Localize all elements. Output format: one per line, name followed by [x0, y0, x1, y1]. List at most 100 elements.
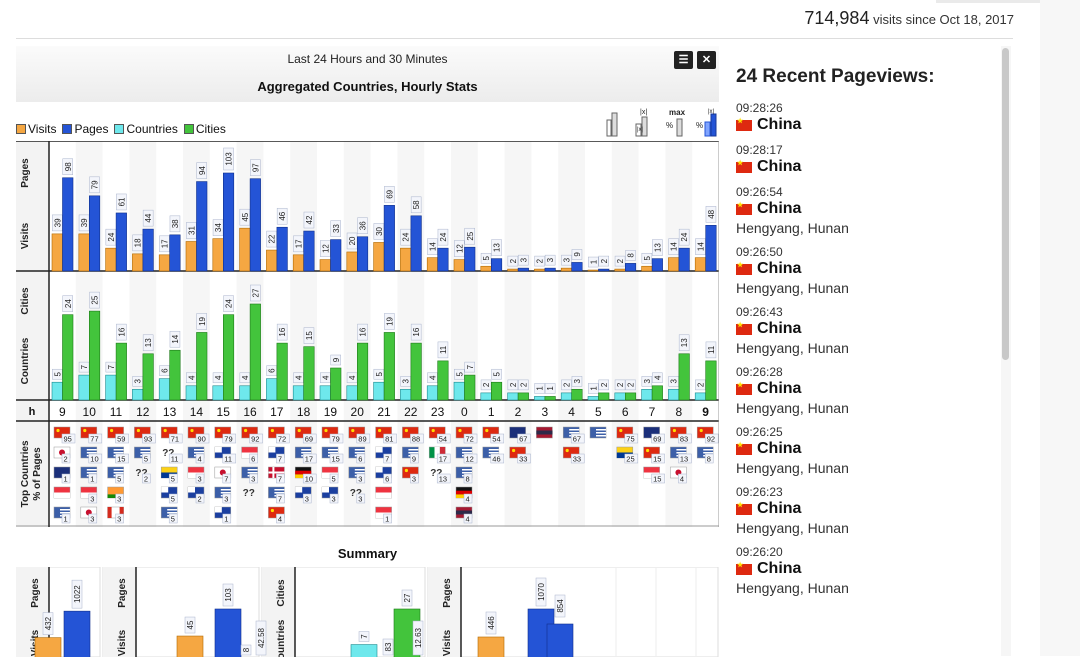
summary-bar-label-bg [358, 631, 370, 642]
countries-bar [266, 378, 278, 401]
menu-icon[interactable]: ☰ [674, 51, 693, 69]
countries-bar [426, 385, 439, 401]
close-icon[interactable]: ✕ [697, 51, 716, 69]
countries-bar-label-bg [534, 383, 545, 394]
summary-bar-label: 27 [403, 593, 412, 602]
cities-bar-label: 16 [412, 327, 421, 336]
pageview-item: 09:26:54China Hengyang, Hunan [736, 185, 996, 236]
pages-bar-label-bg [303, 211, 315, 229]
countries-bar-label: 4 [294, 375, 303, 380]
cities-bar-label: 19 [385, 316, 394, 325]
summary-label-bg [428, 567, 461, 657]
flag-stripe [596, 435, 606, 437]
pct-label: % [666, 121, 673, 130]
pct-scale-icon[interactable]: % |x| [696, 109, 717, 137]
cities-bar [651, 385, 663, 401]
flag-pct: 13 [680, 455, 688, 464]
flag-tw-icon: 2 [187, 486, 205, 504]
summary-extra-label: 854 [556, 599, 565, 613]
countries-bar [668, 389, 680, 401]
flag-pct: 79 [332, 435, 340, 444]
recent-pageviews: 24 Recent Pageviews: 09:28:26China09:28:… [736, 66, 996, 605]
pageview-country: China [736, 200, 996, 218]
flag-pct-bg [168, 513, 178, 524]
visits-bar-label-bg [507, 255, 519, 267]
flag-au-icon: 67 [509, 426, 531, 444]
legend-item[interactable]: Countries [114, 122, 178, 136]
flag-stripe [456, 510, 472, 515]
flag-pct: 4 [680, 475, 684, 484]
flag-pct-bg [490, 433, 505, 444]
flag-pct-bg [490, 453, 505, 464]
china-flag-icon [736, 321, 752, 335]
cities-bar [490, 381, 503, 401]
cities-bar-label: 11 [439, 345, 448, 354]
countries-bar [614, 392, 626, 401]
flag-stripe [247, 472, 258, 474]
flag-dk-icon: 7 [268, 466, 285, 484]
pageview-country-name: China [757, 158, 802, 175]
flag-pct: 1 [385, 515, 389, 524]
flag-us-icon: 1 [80, 466, 98, 484]
flag-stripe [488, 449, 499, 451]
pages-bar-label-bg [357, 217, 368, 234]
flag-stripe [676, 452, 687, 454]
china-flag-icon [736, 561, 752, 575]
flag-pct: 15 [653, 475, 661, 484]
visits-bar [668, 257, 680, 272]
pageview-location: Hengyang, Hunan [736, 400, 849, 416]
flag-us-icon: 15 [321, 446, 344, 464]
pageview-time: 09:26:20 [736, 545, 783, 559]
cities-bar-label-bg [250, 284, 261, 302]
visits-bar-label: 39 [53, 218, 62, 227]
max-scale-icon[interactable]: max % [666, 108, 686, 137]
abs-scale-icon[interactable]: |x| |x| [635, 109, 648, 137]
bar-mode-icon[interactable] [606, 112, 618, 137]
legend-swatch [16, 124, 26, 134]
flag-canton [161, 487, 169, 493]
pageview-country-name: China [757, 116, 802, 133]
scrollbar-thumb[interactable] [1002, 48, 1009, 360]
flag-pct: 33 [519, 455, 527, 464]
flag-star [485, 428, 489, 433]
flag-pct: 17 [439, 455, 447, 464]
pages-bar [624, 263, 637, 272]
top-countries-sublabel: % of Pages [32, 447, 43, 501]
scrollbar[interactable] [1001, 46, 1011, 656]
cities-bar-label: 14 [171, 334, 180, 343]
visits-bar-label: 2 [536, 258, 545, 263]
pages-bar-label-bg [89, 176, 100, 194]
legend-item[interactable]: Cities [183, 122, 226, 136]
flag-star [163, 428, 167, 433]
cities-bar [276, 342, 288, 401]
flag-star [297, 428, 301, 433]
pages-bar-label-bg [571, 249, 583, 260]
flag-pct-bg [410, 453, 419, 464]
flag-pct-bg [356, 493, 366, 504]
visits-bar-label: 24 [107, 232, 116, 241]
flag-stripe [439, 447, 446, 458]
hour-tick-label: 8 [675, 405, 682, 419]
countries-bar [507, 392, 519, 401]
cities-bar-label-bg [89, 291, 100, 309]
flag-pct-bg [356, 453, 366, 464]
flag-pct-bg [195, 433, 210, 444]
pages-bar-label: 42 [305, 215, 314, 224]
pages-bar-label: 69 [385, 189, 394, 198]
cities-bar-label: 25 [91, 295, 100, 304]
flag-stripe [354, 472, 365, 474]
visits-bar-label: 30 [375, 226, 384, 235]
flag-pct-bg [276, 473, 285, 484]
legend-item[interactable]: Pages [62, 122, 108, 136]
visits-bar [185, 241, 197, 272]
visits-bar [534, 268, 546, 272]
countries-bar-label: 2 [562, 382, 571, 387]
flag-pct-bg [249, 453, 258, 464]
cities-bar [464, 374, 476, 401]
flag-pct: 3 [117, 495, 121, 504]
flag-stripe [408, 452, 419, 454]
legend-item[interactable]: Visits [16, 122, 56, 136]
summary-label-bg [103, 567, 136, 657]
flag-pct: 3 [251, 475, 255, 484]
flag-pct-bg [678, 433, 692, 444]
